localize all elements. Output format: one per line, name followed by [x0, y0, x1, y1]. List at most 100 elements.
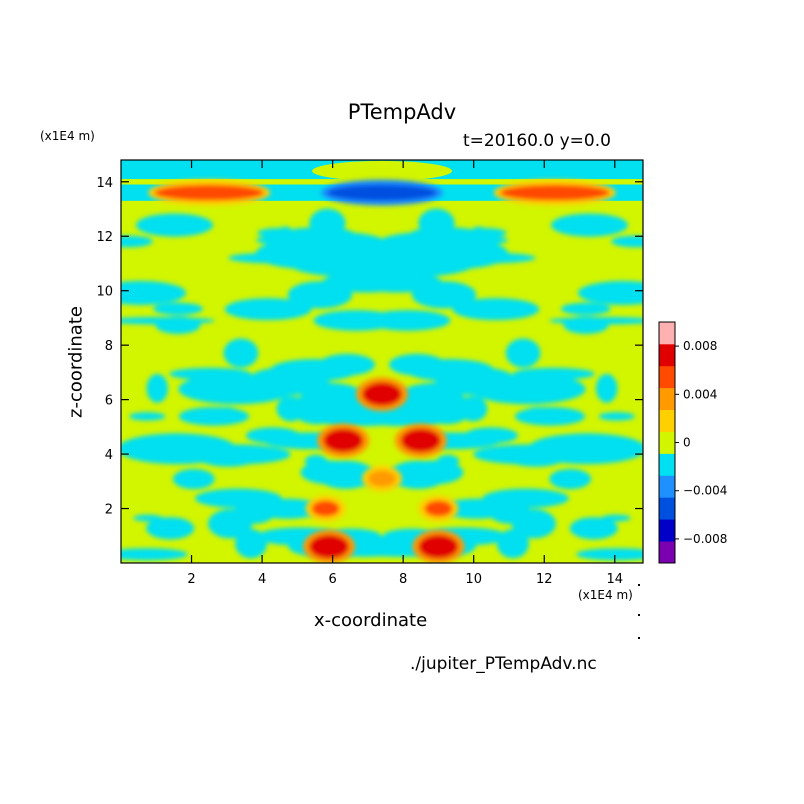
texture-streak	[598, 412, 635, 421]
feature-blob	[327, 184, 437, 201]
tick-mark-dot	[638, 614, 640, 616]
texture-streak	[121, 280, 187, 305]
texture-streak	[316, 460, 375, 490]
texture-streak	[482, 488, 569, 508]
x-axis-title: x-coordinate	[314, 610, 428, 631]
texture-streak	[219, 444, 241, 452]
y-tick-label: 8	[105, 339, 113, 354]
texture-streak	[549, 468, 592, 490]
texture-streak	[569, 517, 618, 540]
texture-streak	[418, 208, 455, 238]
texture-streak	[155, 316, 201, 334]
texture-streak	[319, 353, 375, 376]
source-file-label: ./jupiter_PTempAdv.nc	[410, 654, 597, 674]
feature-blob	[499, 184, 610, 201]
texture-streak	[511, 509, 557, 539]
colorbar-swatch	[659, 322, 675, 345]
feature-blob	[368, 470, 396, 487]
feature-blob	[311, 500, 340, 517]
texture-streak	[121, 235, 153, 248]
texture-streak	[560, 302, 611, 315]
colorbar-tick-label: 0.008	[683, 339, 717, 353]
texture-streak	[389, 353, 445, 376]
chart-title: PTempAdv	[347, 100, 457, 124]
texture-streak	[207, 509, 253, 539]
texture-streak	[153, 302, 204, 315]
colorbar-swatch	[659, 453, 675, 476]
y-axis: 2 4 6 8 10 12 14	[96, 176, 643, 518]
texture-streak	[469, 373, 586, 405]
texture-streak	[523, 444, 545, 452]
x-tick-label: 2	[187, 572, 195, 587]
x-tick-label: 10	[465, 572, 482, 587]
y-tick-label: 14	[96, 176, 113, 191]
texture-streak	[611, 235, 643, 248]
y-tick-label: 10	[96, 285, 113, 300]
y-tick-label: 12	[96, 230, 113, 245]
texture-streak	[514, 406, 586, 426]
texture-streak	[255, 238, 361, 270]
texture-streak	[304, 454, 328, 468]
feature-blob	[362, 382, 402, 407]
feature-blob	[154, 184, 265, 201]
texture-streak	[195, 488, 282, 508]
texture-streak	[576, 548, 643, 561]
colorbar-tick-label: −0.008	[683, 532, 727, 546]
texture-streak	[121, 433, 237, 465]
feature-blob	[323, 428, 364, 453]
heatmap-field	[121, 160, 643, 563]
texture-streak	[355, 271, 442, 293]
x-tick-label: 8	[399, 572, 407, 587]
texture-streak	[172, 468, 215, 490]
colorbar-swatch	[659, 541, 675, 564]
colorbar-swatch	[659, 365, 675, 389]
texture-streak	[224, 298, 312, 321]
feature-blob	[418, 534, 459, 559]
texture-streak	[309, 208, 346, 238]
texture-streak	[257, 228, 298, 238]
tick-mark-dot	[638, 637, 640, 639]
x-tick-label: 6	[328, 572, 336, 587]
x-tick-label: 14	[607, 572, 624, 587]
tick-mark-dot	[638, 584, 640, 586]
texture-streak	[563, 316, 609, 334]
colorbar-swatch	[659, 387, 675, 411]
y-unit-label: (x1E4 m)	[40, 129, 95, 143]
colorbar-tick-label: 0.004	[683, 387, 717, 401]
texture-streak	[235, 529, 268, 559]
chart-subtitle: t=20160.0 y=0.0	[463, 131, 611, 151]
plot-frame	[120, 159, 644, 564]
texture-streak	[223, 338, 259, 368]
colorbar-swatch	[659, 475, 675, 498]
texture-streak	[577, 280, 643, 305]
feature-blob	[309, 534, 350, 559]
texture-streak	[466, 228, 507, 238]
colorbar: 0.008 0.004 0 −0.004 −0.008	[658, 321, 727, 564]
texture-streak	[129, 412, 166, 421]
colorbar-swatch	[659, 519, 675, 542]
feature-blob	[400, 428, 441, 453]
texture-streak	[551, 213, 628, 237]
feature-group	[148, 179, 616, 563]
colorbar-swatch	[659, 409, 675, 432]
upper-yellow-bulge	[312, 160, 452, 181]
y-axis-title: z-coordinate	[65, 306, 87, 418]
colorbar-swatch	[659, 343, 675, 367]
texture-streak	[146, 517, 195, 540]
texture-streak	[121, 548, 188, 561]
texture-streak	[178, 406, 250, 426]
texture-streak	[436, 454, 460, 468]
texture-streak	[389, 460, 448, 490]
texture-streak	[527, 433, 643, 465]
colorbar-tick-label: 0	[683, 436, 691, 450]
field-features	[148, 179, 616, 563]
texture-streak	[365, 310, 451, 331]
texture-streak	[178, 373, 295, 405]
texture-streak	[452, 298, 540, 321]
texture-streak	[458, 396, 488, 422]
y-tick-label: 6	[105, 394, 113, 409]
x-axis: 2 4 6 8 10 12 14	[187, 160, 623, 587]
texture-streak	[595, 373, 618, 403]
texture-streak	[276, 396, 306, 422]
